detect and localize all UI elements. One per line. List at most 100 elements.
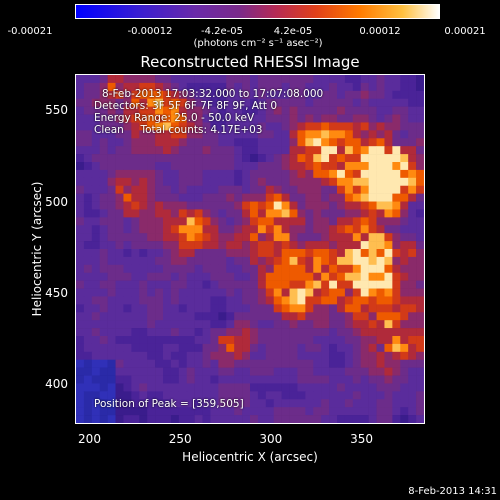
heatmap-cell xyxy=(321,296,330,305)
heatmap-cell xyxy=(360,304,369,313)
heatmap-cell xyxy=(329,169,338,179)
heatmap-cell xyxy=(416,264,424,274)
heatmap-cell xyxy=(384,391,393,400)
heatmap-cell xyxy=(265,169,275,179)
heatmap-cell xyxy=(265,138,275,147)
heatmap-cell xyxy=(416,359,424,368)
heatmap-cell xyxy=(107,225,116,234)
heatmap-cell xyxy=(329,106,338,115)
heatmap-cell xyxy=(257,209,267,218)
heatmap-cell xyxy=(250,209,259,218)
heatmap-cell xyxy=(337,312,346,321)
heatmap-cell xyxy=(99,343,108,353)
heatmap-cell xyxy=(107,288,116,297)
heatmap-cell xyxy=(384,367,393,376)
heatmap-cell xyxy=(107,146,116,155)
heatmap-cell xyxy=(91,375,101,384)
heatmap-cell xyxy=(115,383,124,392)
heatmap-cell xyxy=(250,264,259,274)
heatmap-cell xyxy=(376,138,385,147)
heatmap-cell xyxy=(384,90,393,100)
heatmap-cell xyxy=(178,209,188,218)
heatmap-cell xyxy=(376,312,385,321)
heatmap-cell xyxy=(313,312,322,321)
heatmap-cell xyxy=(344,138,354,147)
heatmap-cell xyxy=(313,82,322,92)
heatmap-cell xyxy=(91,249,101,258)
heatmap-cell xyxy=(147,193,156,202)
heatmap-cell xyxy=(107,272,116,281)
heatmap-cell xyxy=(123,169,132,179)
heatmap-cell xyxy=(408,312,417,321)
heatmap-cell xyxy=(202,154,211,163)
heatmap-cell xyxy=(178,201,188,210)
heatmap-cell xyxy=(273,383,282,392)
heatmap-cell xyxy=(131,391,140,400)
heatmap-cell xyxy=(384,336,393,345)
heatmap-cell xyxy=(210,336,219,345)
heatmap-cell xyxy=(250,233,259,242)
heatmap-cell xyxy=(392,336,401,345)
heatmap-cell xyxy=(257,130,267,139)
heatmap-cell xyxy=(202,280,211,289)
heatmap-cell xyxy=(194,256,203,266)
heatmap-cell xyxy=(344,367,354,376)
heatmap-cell xyxy=(147,177,156,187)
heatmap-cell xyxy=(408,383,417,392)
heatmap-cell xyxy=(408,367,417,376)
heatmap-cell xyxy=(242,272,251,281)
heatmap-cell xyxy=(163,225,172,234)
heatmap-cell xyxy=(194,391,203,400)
heatmap-cell xyxy=(163,320,172,329)
heatmap-cell xyxy=(250,130,259,139)
heatmap-cell xyxy=(194,288,203,297)
heatmap-cell xyxy=(352,336,362,345)
heatmap-cell xyxy=(305,407,314,416)
heatmap-cell xyxy=(163,146,172,155)
heatmap-cell xyxy=(408,217,417,226)
heatmap-cell xyxy=(226,328,235,337)
heatmap-cell xyxy=(352,209,362,218)
heatmap-cell xyxy=(155,375,164,384)
heatmap-cell xyxy=(147,106,156,115)
heatmap-cell xyxy=(163,367,172,376)
heatmap-cell xyxy=(83,138,93,147)
heatmap-cell xyxy=(163,391,172,400)
heatmap-cell xyxy=(273,241,282,250)
heatmap-cell xyxy=(313,138,322,147)
heatmap-cell xyxy=(170,272,180,281)
heatmap-cell xyxy=(329,391,338,400)
heatmap-cell xyxy=(400,98,409,107)
heatmap-cell xyxy=(147,225,156,234)
heatmap-cell xyxy=(123,154,132,163)
heatmap-cell xyxy=(321,82,330,92)
heatmap-cell xyxy=(163,256,172,266)
heatmap-cell xyxy=(360,312,369,321)
heatmap-cell xyxy=(400,399,409,408)
heatmap-cell xyxy=(408,193,417,202)
heatmap-cell xyxy=(400,209,409,218)
heatmap-cell xyxy=(400,272,409,281)
heatmap-cell xyxy=(384,209,393,218)
heatmap-cell xyxy=(131,320,140,329)
heatmap-cell xyxy=(170,217,180,226)
heatmap-cell xyxy=(83,367,93,376)
heatmap-cell xyxy=(218,407,227,416)
heatmap-cell xyxy=(202,391,211,400)
heatmap-cell xyxy=(257,169,267,179)
heatmap-cell xyxy=(289,407,298,416)
heatmap-cell xyxy=(218,288,227,297)
heatmap-cell xyxy=(368,383,377,392)
heatmap-cell xyxy=(281,351,290,361)
heatmap-cell xyxy=(226,114,235,123)
heatmap-cell xyxy=(139,328,148,337)
heatmap-cell xyxy=(194,359,203,368)
heatmap-cell xyxy=(337,367,346,376)
heatmap-cell xyxy=(376,288,385,297)
heatmap-cell xyxy=(242,114,251,123)
heatmap-cell xyxy=(297,256,306,266)
heatmap-cell xyxy=(131,249,140,258)
heatmap-cell xyxy=(273,98,282,107)
heatmap-cell xyxy=(99,114,108,123)
heatmap-cell xyxy=(257,177,267,187)
